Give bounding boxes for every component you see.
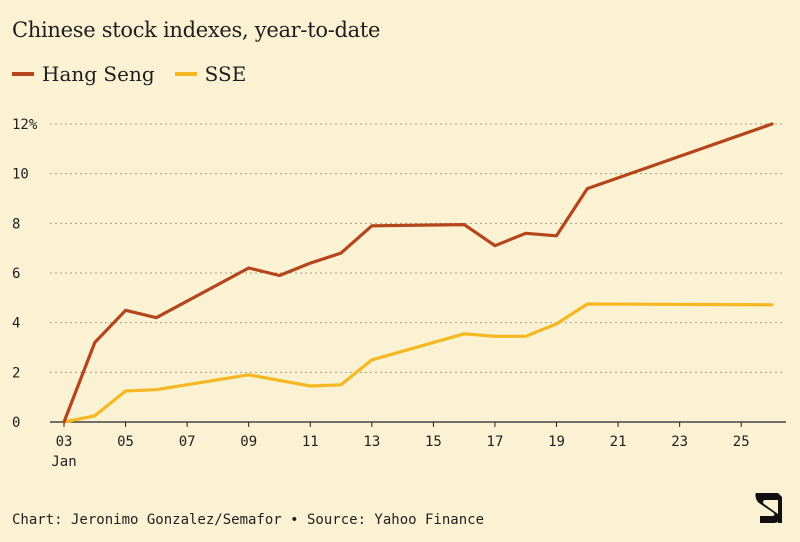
x-tick-label: 13	[363, 434, 380, 450]
y-tick-label: 12%	[12, 117, 38, 133]
legend-item-hang-seng: Hang Seng	[12, 62, 155, 86]
series-line-hang-seng	[62, 122, 774, 424]
legend-swatch-hang-seng	[12, 72, 34, 76]
x-tick-label: 23	[671, 434, 688, 450]
x-tick-label: 03	[56, 434, 73, 450]
y-tick-label: 0	[12, 415, 20, 431]
legend-label-hang-seng: Hang Seng	[42, 62, 155, 86]
series-line-sse	[62, 302, 774, 424]
x-tick-label: 15	[425, 434, 442, 450]
y-tick-label: 2	[12, 365, 20, 381]
x-tick-label: 07	[179, 434, 196, 450]
x-tick-label: 17	[487, 434, 504, 450]
y-tick-label: 10	[12, 167, 29, 183]
y-tick-label: 4	[12, 316, 20, 332]
y-tick-labels: 0 2 4 6 8 10 12%	[12, 117, 38, 431]
legend-item-sse: SSE	[174, 62, 247, 86]
footer-credit: Chart: Jeronimo Gonzalez/Semafor • Sourc…	[12, 512, 485, 528]
x-tick-label: 05	[117, 434, 134, 450]
y-tick-label: 6	[12, 266, 20, 282]
legend-label-sse: SSE	[204, 62, 247, 86]
grid-lines	[50, 123, 782, 373]
y-tick-label: 8	[12, 216, 20, 232]
x-axis	[50, 421, 786, 427]
legend: Hang Seng SSE	[12, 62, 266, 86]
x-tick-label: 09	[240, 434, 257, 450]
x-axis-month-label: Jan	[51, 454, 76, 470]
chart-title: Chinese stock indexes, year-to-date	[12, 18, 381, 42]
x-tick-labels: 03 05 07 09 11 13 15 17 19 21 23 25 Jan	[51, 434, 749, 470]
x-tick-label: 11	[302, 434, 319, 450]
x-tick-label: 21	[610, 434, 627, 450]
legend-swatch-sse	[174, 72, 197, 76]
x-tick-label: 25	[733, 434, 750, 450]
x-tick-label: 19	[548, 434, 565, 450]
semafor-logo-icon	[755, 493, 782, 523]
series-lines	[62, 122, 774, 424]
